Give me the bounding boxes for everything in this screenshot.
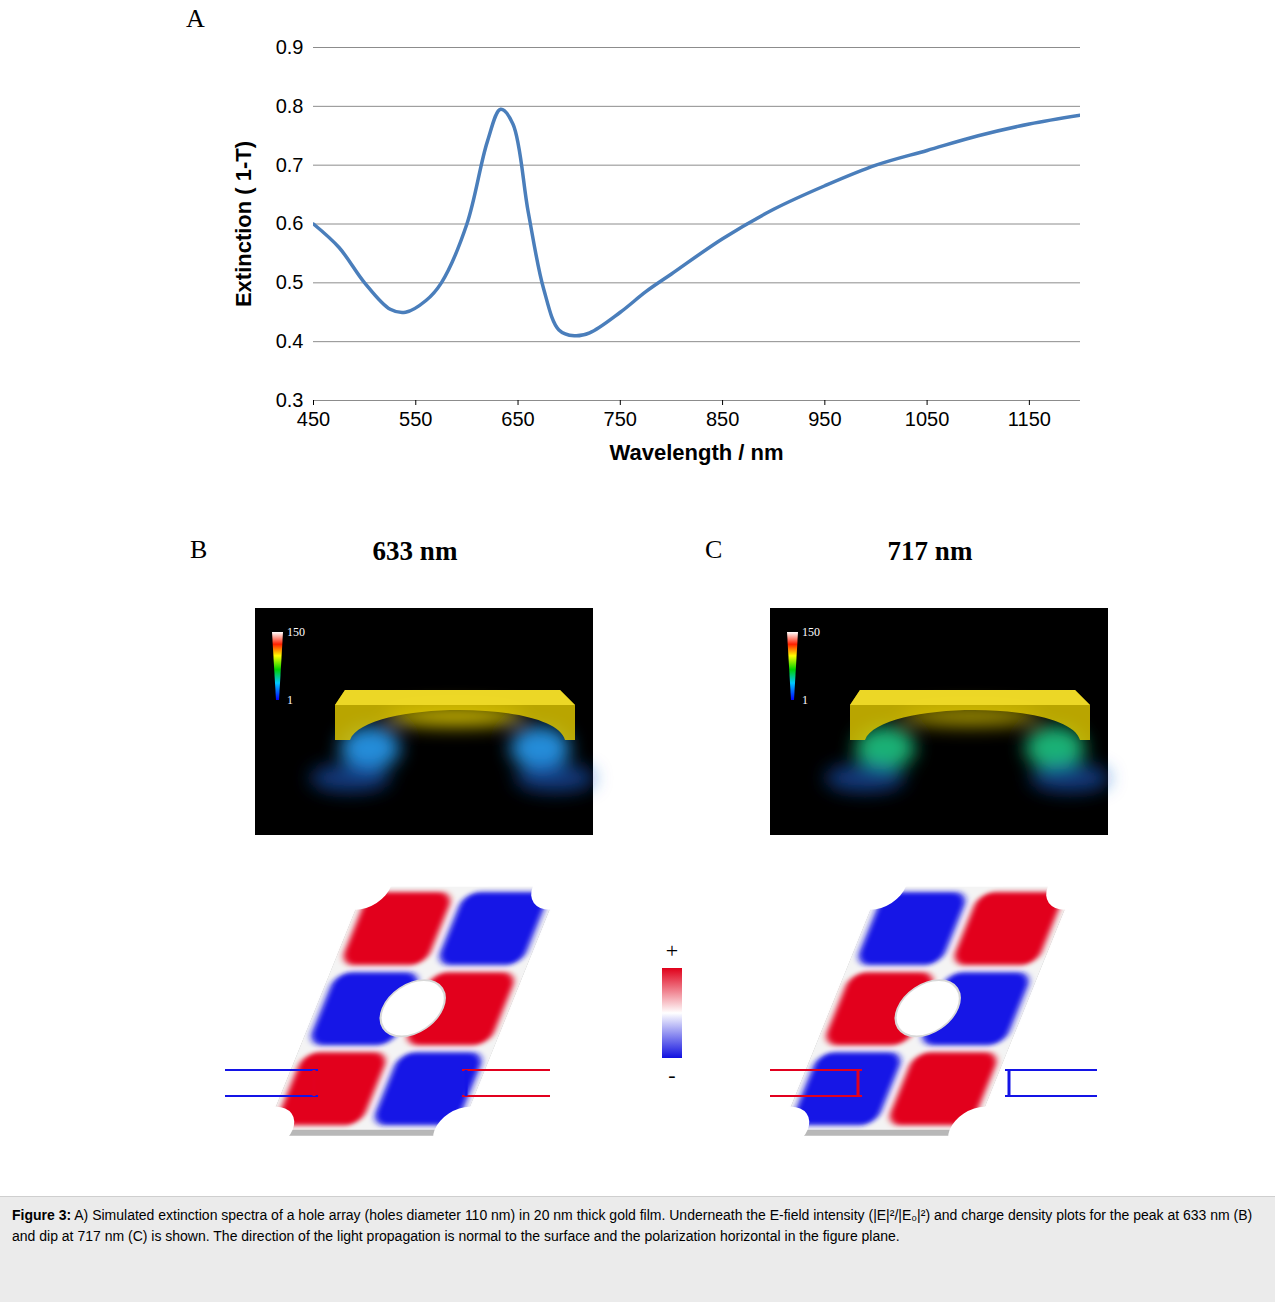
svg-text:B: B (190, 535, 207, 564)
svg-text:1050: 1050 (905, 408, 950, 430)
html-text:Extinction ( 1-T): Extinction ( 1-T) (231, 140, 256, 307)
svg-text:150: 150 (287, 625, 305, 639)
svg-text:0.7: 0.7 (276, 154, 304, 176)
svg-text:717 nm: 717 nm (888, 536, 973, 566)
svg-text:950: 950 (808, 408, 841, 430)
svg-text:450: 450 (297, 408, 330, 430)
svg-text:1: 1 (287, 693, 293, 707)
html-text:A: A (186, 4, 205, 33)
svg-text:1: 1 (802, 693, 808, 707)
svg-text:1150: 1150 (1008, 408, 1051, 430)
html-text:Figure 3: A) Simulated extinct: Figure 3: A) Simulated extinction spectr… (12, 1207, 1253, 1244)
svg-text:-: - (668, 1062, 675, 1087)
svg-text:C: C (705, 535, 722, 564)
svg-text:0.9: 0.9 (276, 36, 304, 58)
svg-text:633 nm: 633 nm (373, 536, 458, 566)
svg-text:750: 750 (604, 408, 637, 430)
svg-text:0.5: 0.5 (276, 271, 304, 293)
svg-text:650: 650 (501, 408, 534, 430)
svg-text:850: 850 (706, 408, 739, 430)
svg-text:0.4: 0.4 (276, 330, 304, 352)
svg-text:0.3: 0.3 (275, 388, 304, 411)
svg-text:0.6: 0.6 (276, 212, 304, 234)
svg-text:150: 150 (802, 625, 820, 639)
svg-text:+: + (666, 938, 678, 963)
svg-text:550: 550 (399, 408, 432, 430)
html-text:Wavelength / nm: Wavelength / nm (609, 440, 784, 465)
svg-text:0.8: 0.8 (276, 95, 304, 117)
